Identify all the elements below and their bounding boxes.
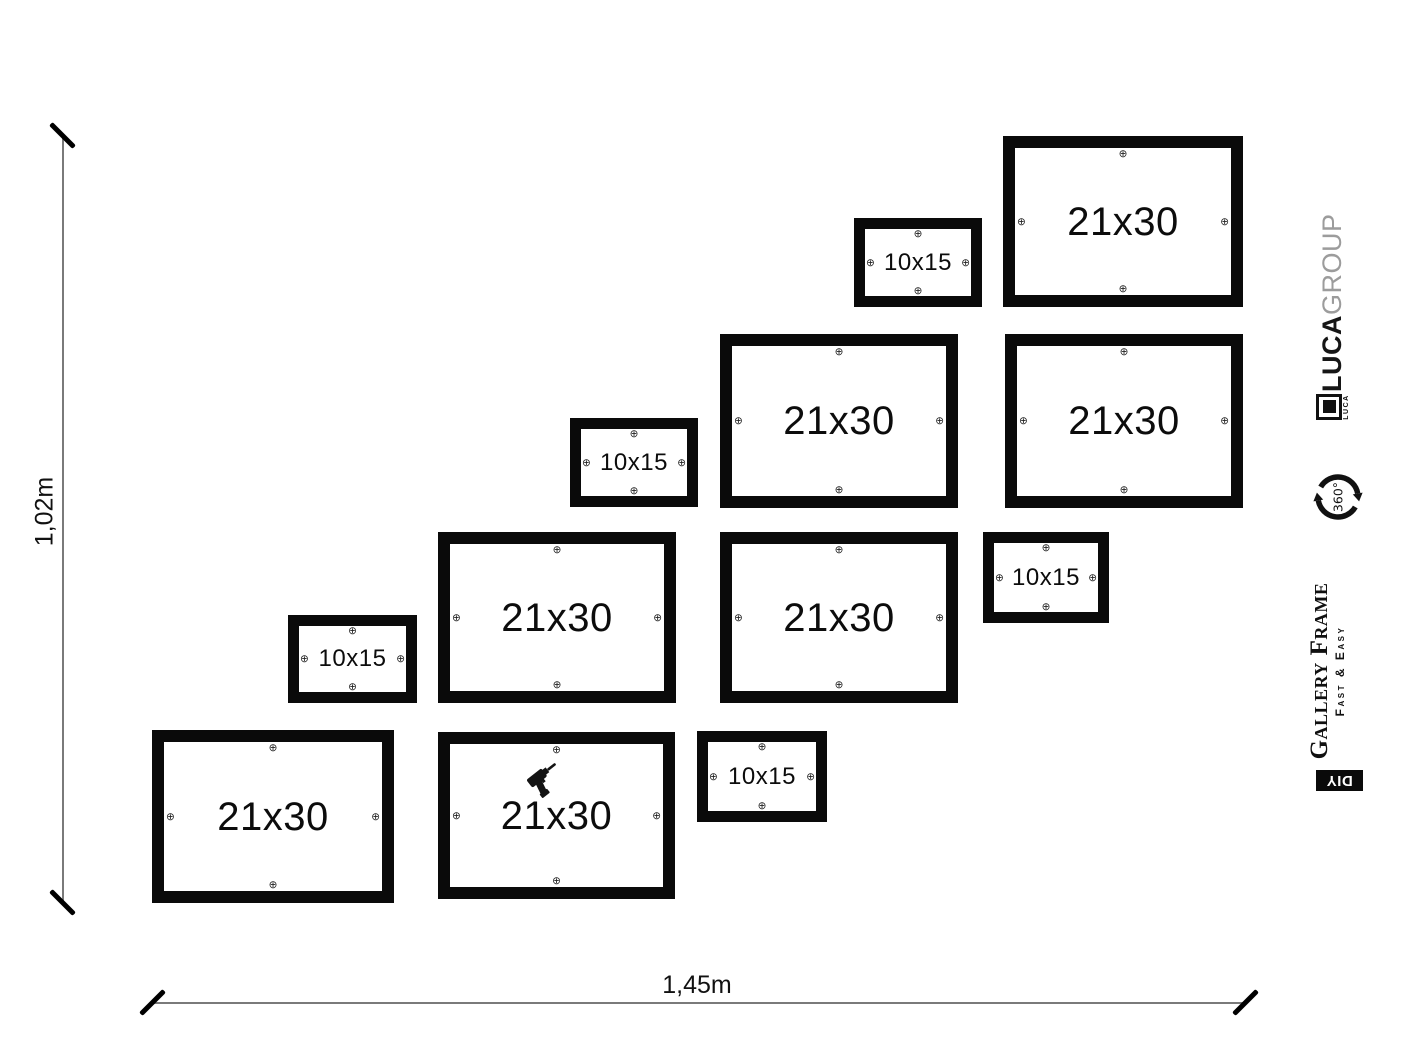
frame-size-label: 21x30 (217, 794, 329, 839)
frame-size-label: 10x15 (1012, 563, 1080, 591)
mounting-point-icon: ⊕ (552, 874, 561, 887)
mounting-point-icon: ⊕ (396, 652, 405, 665)
gallery-frame-wordmark: Gallery Frame Fast & Easy (1306, 576, 1353, 766)
mounting-point-icon: ⊕ (1119, 346, 1129, 358)
mounting-point-icon: ⊕ (1041, 600, 1051, 613)
frame-size-label: 10x15 (728, 762, 796, 790)
drill-icon (527, 763, 556, 798)
mounting-point-icon: ⊕ (995, 571, 1004, 584)
gallery-frame-subtitle: Fast & Easy (1333, 625, 1348, 717)
mounting-point-icon: ⊕ (1220, 215, 1229, 228)
mounting-point-icon: ⊕ (652, 809, 661, 822)
mounting-point-icon: ⊕ (757, 741, 767, 753)
mounting-point-icon: ⊕ (1019, 414, 1028, 427)
frame-size-label: 21x30 (501, 595, 613, 640)
rotation-360-icon: 360° (1309, 468, 1367, 526)
luca-logo-caption: LUCA (1343, 394, 1350, 420)
mounting-point-icon: ⊕ (268, 878, 278, 891)
mounting-point-icon: ⊕ (677, 456, 686, 469)
frame-21x30: ⊕ ⊕ ⊕ ⊕ 21x30 (720, 532, 958, 703)
mounting-point-icon: ⊕ (1088, 571, 1097, 584)
horizontal-dimension-line (152, 1002, 1245, 1004)
vertical-dimension-line (62, 135, 64, 902)
mounting-point-icon: ⊕ (1220, 414, 1229, 427)
mounting-point-icon: ⊕ (834, 346, 844, 358)
rotation-360-label: 360° (1331, 482, 1346, 512)
mounting-point-icon: ⊕ (834, 544, 844, 556)
frame-10x15: ⊕ ⊕ ⊕ ⊕ 10x15 (570, 418, 698, 507)
mounting-point-icon: ⊕ (913, 228, 923, 240)
mounting-point-icon: ⊕ (452, 611, 461, 624)
mounting-point-icon: ⊕ (348, 680, 357, 693)
mounting-point-icon: ⊕ (1017, 215, 1026, 228)
mounting-point-icon: ⊕ (1118, 282, 1128, 295)
mounting-point-icon: ⊕ (552, 744, 561, 756)
frame-size-label: 10x15 (600, 448, 668, 476)
frame-10x15: ⊕ ⊕ ⊕ ⊕ 10x15 (983, 532, 1109, 623)
frame-size-label: 21x30 (500, 793, 613, 838)
frame-21x30: ⊕ ⊕ ⊕ ⊕ 21x30 (438, 732, 675, 899)
wall-width-label: 1,45m (662, 971, 732, 999)
mounting-point-icon: ⊕ (935, 611, 944, 624)
luca-logo-square-icon (1316, 394, 1342, 420)
mounting-point-icon: ⊕ (629, 428, 639, 440)
mounting-point-icon: ⊕ (913, 284, 923, 297)
mounting-point-icon: ⊕ (552, 678, 562, 691)
frame-10x15: ⊕ ⊕ ⊕ ⊕ 10x15 (288, 615, 417, 703)
mounting-point-icon: ⊕ (629, 484, 639, 497)
diy-badge: DIY (1316, 770, 1363, 791)
frame-10x15: ⊕ ⊕ ⊕ ⊕ 10x15 (854, 218, 982, 307)
frame-size-label: 10x15 (318, 645, 387, 672)
mounting-point-icon: ⊕ (757, 799, 767, 812)
wall-height-label: 1,02m (30, 476, 59, 547)
mounting-point-icon: ⊕ (552, 544, 562, 556)
mounting-point-icon: ⊕ (582, 456, 591, 469)
mounting-point-icon: ⊕ (348, 625, 357, 637)
luca-logo: LUCA (1316, 392, 1358, 422)
mounting-point-icon: ⊕ (806, 770, 815, 783)
mounting-point-icon: ⊕ (371, 810, 380, 823)
mounting-point-icon: ⊕ (961, 256, 970, 269)
gallery-frame-title: Gallery Frame (1306, 582, 1333, 760)
frame-size-label: 21x30 (1067, 199, 1179, 244)
mounting-point-icon: ⊕ (300, 652, 309, 665)
mounting-point-icon: ⊕ (1118, 148, 1128, 160)
luca-logo-inner-square (1322, 400, 1336, 414)
mounting-point-icon: ⊕ (935, 414, 944, 427)
frame-size-label: 10x15 (884, 248, 952, 276)
mounting-point-icon: ⊕ (1041, 542, 1051, 554)
mounting-point-icon: ⊕ (452, 809, 461, 822)
mounting-point-icon: ⊕ (734, 414, 743, 427)
frame-size-label: 21x30 (783, 399, 895, 443)
mounting-point-icon: ⊕ (866, 256, 875, 269)
frame-size-label: 21x30 (1068, 399, 1180, 443)
mounting-point-icon: ⊕ (653, 611, 662, 624)
frame-21x30: ⊕ ⊕ ⊕ ⊕ 21x30 (438, 532, 676, 703)
mounting-point-icon: ⊕ (166, 810, 175, 823)
frame-21x30: ⊕ ⊕ ⊕ ⊕ 21x30 (1003, 136, 1243, 307)
frame-21x30: ⊕ ⊕ ⊕ ⊕ 21x30 (152, 730, 394, 903)
frame-10x15: ⊕ ⊕ ⊕ ⊕ 10x15 (697, 731, 827, 822)
frame-size-label: 21x30 (783, 595, 895, 640)
mounting-point-icon: ⊕ (734, 611, 743, 624)
mounting-point-icon: ⊕ (834, 483, 844, 496)
mounting-point-icon: ⊕ (709, 770, 718, 783)
mounting-point-icon: ⊕ (268, 742, 278, 754)
frame-21x30: ⊕ ⊕ ⊕ ⊕ 21x30 (720, 334, 958, 508)
luca-group-wordmark: LUCAGROUP (1317, 213, 1349, 392)
frame-21x30: ⊕ ⊕ ⊕ ⊕ 21x30 (1005, 334, 1243, 508)
luca-wordmark-light: GROUP (1317, 213, 1347, 315)
mounting-point-icon: ⊕ (1119, 483, 1129, 496)
luca-wordmark-bold: LUCA (1317, 315, 1347, 392)
mounting-point-icon: ⊕ (834, 678, 844, 691)
